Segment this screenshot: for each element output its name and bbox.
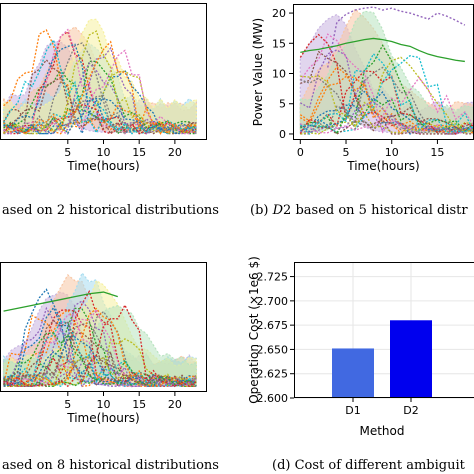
caption-c: ased on 8 historical distributions: [2, 458, 219, 473]
x-tick-label: 5: [64, 398, 71, 411]
scenario-line: [3, 42, 197, 135]
scenario-line: [300, 66, 474, 135]
bar-d2: [390, 320, 432, 398]
panel-d: D1 D2 2.600 2.625 2.650 2.675 2.700 2.725 Method…: [247, 250, 474, 450]
axes-frame: [294, 262, 474, 398]
panel-b: 0 5 10 15 0 5 10 15 20 Time(hours) Power Value (MW…: [248, 0, 474, 185]
plot-area: [2, 18, 197, 135]
bar-d1: [332, 348, 374, 398]
caption-b-italic: D: [272, 203, 284, 218]
scenario-line: [3, 303, 197, 388]
scenario-line: [300, 52, 474, 134]
caption-b-prefix: (b): [250, 203, 273, 218]
scenario-line: [300, 50, 474, 135]
y-axis-title: Power Value (MW): [251, 18, 265, 126]
caption-d: (d) Cost of different ambiguit: [272, 458, 465, 473]
y-tick-label: 10: [272, 68, 286, 81]
scenario-line: [3, 320, 197, 387]
scenario-line: [299, 70, 474, 135]
x-axis-title: Time(hours): [66, 159, 139, 173]
scenario-line: [300, 97, 474, 135]
scenario-line: [3, 300, 197, 388]
scenario-line: [3, 321, 197, 387]
caption-a: ased on 2 historical distributions: [2, 203, 219, 218]
scenario-line: [3, 40, 197, 135]
x-tick-label: D2: [403, 404, 418, 417]
y-tick-label: 2.600: [257, 392, 289, 405]
scenario-line: [3, 38, 197, 135]
scenario-line: [3, 319, 197, 387]
scenario-line: [3, 49, 197, 135]
x-tick-label: 15: [430, 146, 444, 159]
scenario-line: [300, 104, 474, 135]
scenario-line: [3, 337, 197, 387]
x-tick-label: 5: [343, 146, 350, 159]
scenario-line: [3, 306, 197, 388]
y-axis-title: Operation Cost (×1e6 $): [248, 256, 261, 404]
plot-area: [299, 6, 474, 136]
scenario-line: [3, 97, 197, 135]
scenario-line: [3, 104, 197, 135]
y-tick-label: 15: [272, 37, 286, 50]
scenario-line: [300, 76, 474, 134]
scenario-line: [3, 307, 197, 387]
scenario-line: [299, 65, 474, 135]
scenario-line: [3, 309, 197, 387]
y-tick-label: 20: [272, 7, 286, 20]
y-tick-label: 2.625: [257, 368, 289, 381]
highlight-line: [3, 291, 118, 312]
scenario-line: [3, 335, 197, 387]
chart-b-svg: 0 5 10 15 0 5 10 15 20 Time(hours) Power Value (MW…: [251, 4, 474, 173]
scenario-line: [3, 94, 197, 135]
x-tick-label: 10: [97, 146, 111, 159]
x-tick-label: 20: [168, 146, 182, 159]
y-tick-label: 2.725: [257, 271, 289, 284]
scenario-line: [3, 69, 197, 135]
x-tick-label: 20: [168, 398, 182, 411]
axes-frame: [0, 3, 207, 140]
caption-b-rest: 2 based on 5 historical distr: [283, 203, 468, 218]
x-tick-label: 0: [297, 146, 304, 159]
plot-area: [2, 271, 197, 388]
scenario-line: [3, 308, 197, 388]
y-tick-label: 2.675: [257, 319, 289, 332]
scenario-line: [299, 33, 474, 135]
scenario-line: [3, 332, 197, 387]
panel-a: 5 10 15 20 Time(hours): [0, 0, 225, 185]
scenario-line: [2, 314, 197, 388]
x-tick-label: 15: [132, 146, 146, 159]
x-tick-label: 10: [97, 398, 111, 411]
scenario-line: [3, 30, 197, 135]
x-tick-label: 5: [64, 146, 71, 159]
y-tick-label: 0: [279, 128, 286, 141]
y-tick-label: 2.650: [257, 343, 289, 356]
x-axis-title: Time(hours): [66, 411, 139, 425]
scenario-line: [3, 309, 197, 387]
chart-d-svg: D1 D2 2.600 2.625 2.650 2.675 2.700 2.725 Method…: [247, 256, 474, 438]
y-tick-label: 2.700: [257, 295, 289, 308]
x-tick-label: 15: [132, 398, 146, 411]
x-tick-label: 10: [385, 146, 399, 159]
chart-c-svg: 5 10 15 20 Time(hours): [0, 262, 207, 425]
scenario-line: [300, 106, 474, 135]
scenario-line: [300, 77, 474, 134]
scenario-line: [3, 356, 197, 388]
axes-frame: [0, 262, 207, 392]
panel-c: 5 10 15 20 Time(hours): [0, 250, 225, 450]
caption-b: (b) D2 based on 5 historical distr: [250, 203, 468, 218]
highlight-line: [300, 37, 465, 63]
y-tick-label: 5: [279, 98, 286, 111]
scenario-line: [300, 101, 474, 134]
x-axis-title: Method: [359, 424, 404, 438]
scenario-line: [3, 76, 197, 135]
x-tick-label: D1: [345, 404, 360, 417]
x-axis-title: Time(hours): [346, 159, 419, 173]
chart-a-svg: 5 10 15 20 Time(hours): [0, 3, 207, 173]
scenario-line: [300, 75, 474, 134]
